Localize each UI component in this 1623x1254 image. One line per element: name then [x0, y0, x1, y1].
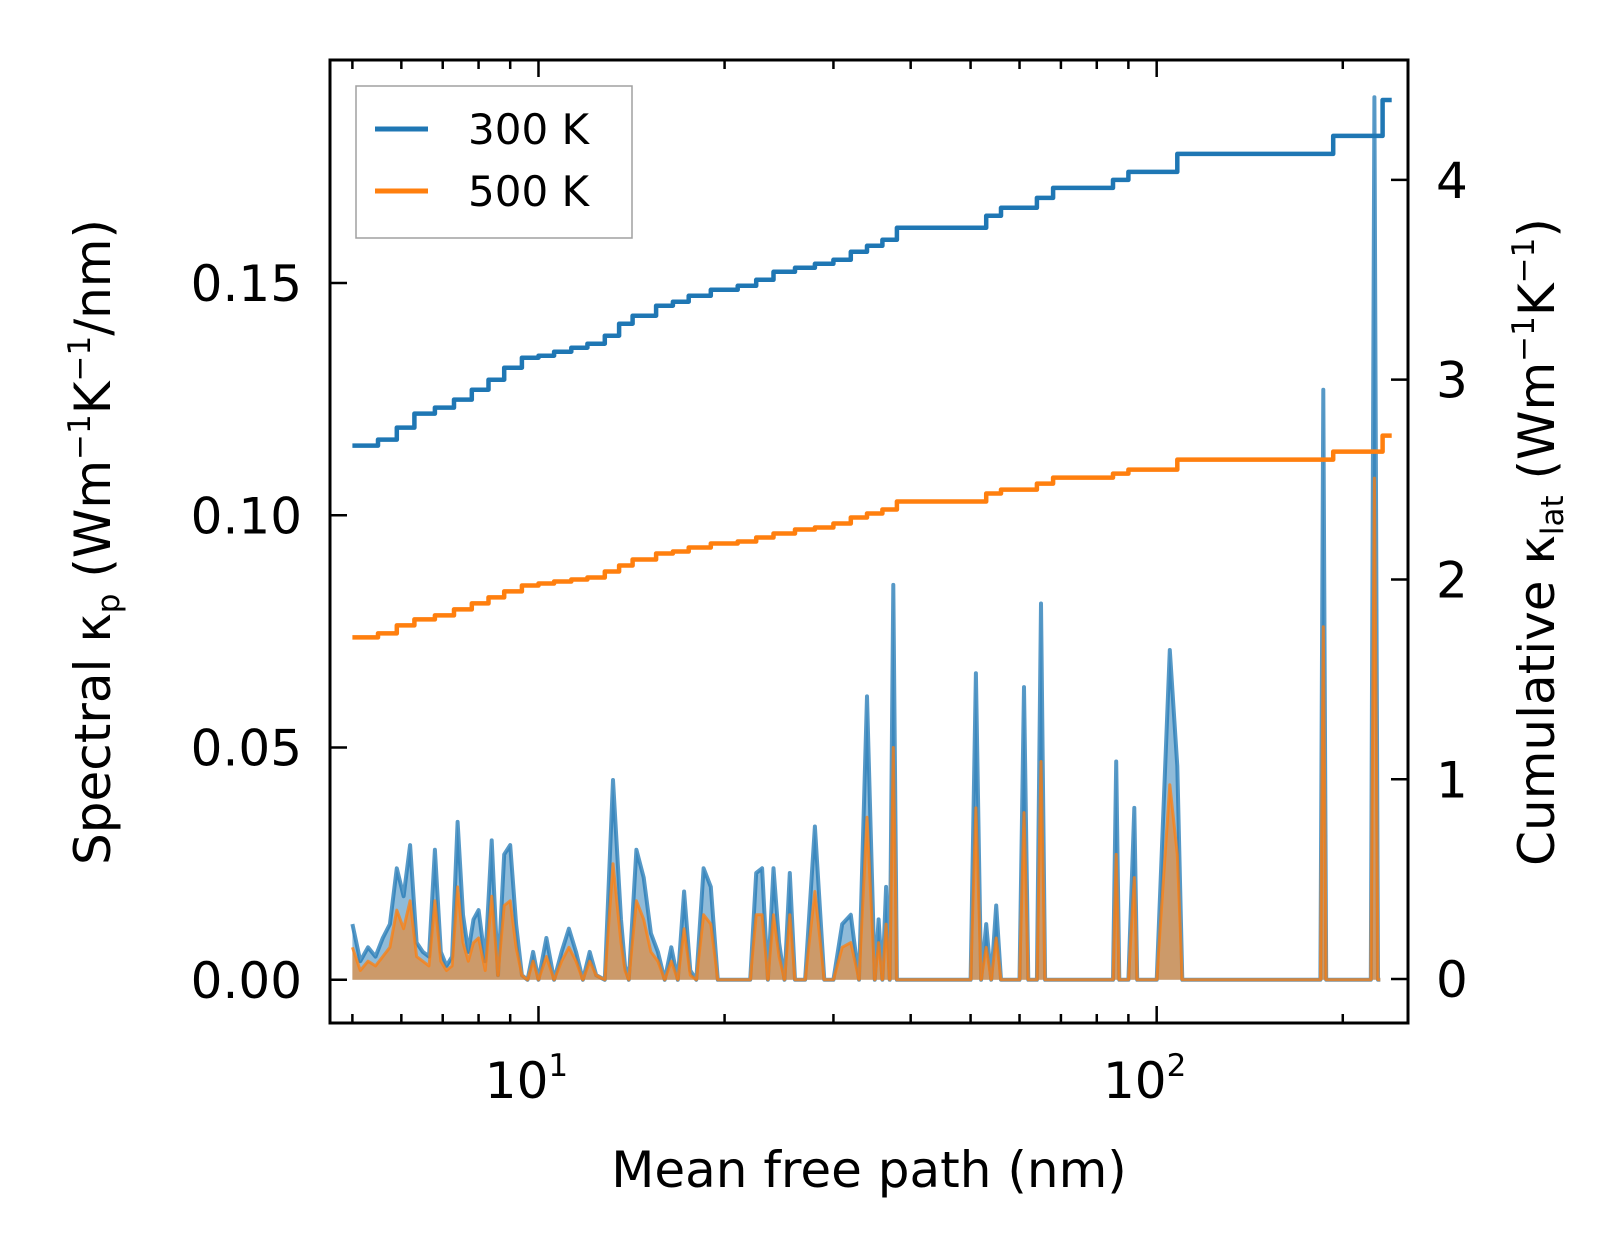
legend-box — [355, 85, 633, 239]
y-axis-right-title: Cumulative κlat (Wm−1K−1) — [1506, 218, 1571, 866]
y-right-tick-label: 1 — [1436, 751, 1468, 809]
x-axis-title: Mean free path (nm) — [611, 1141, 1127, 1199]
plot-frame — [328, 58, 1410, 1025]
spectral-line-500k — [350, 476, 1381, 982]
legend: 300 K 500 K — [355, 85, 633, 239]
y-right-tick-label: 2 — [1436, 551, 1468, 609]
y-axis-left-title: Spectral κp (Wm−1K−1/nm) — [62, 219, 127, 865]
y-right-tick-label: 0 — [1436, 951, 1468, 1009]
cumulative-layer — [352, 97, 1392, 640]
legend-label-300k: 300 K — [468, 105, 591, 154]
y-right-tick-label: 3 — [1436, 352, 1468, 410]
cumulative-line-500k — [352, 433, 1392, 640]
y-left-tick-label: 0.00 — [191, 952, 302, 1010]
legend-label-500k: 500 K — [468, 167, 591, 216]
y-left-tick-label: 0.05 — [191, 720, 302, 778]
spectral-layer — [350, 95, 1381, 982]
y-left-tick-label: 0.10 — [191, 487, 302, 545]
y-right-tick-label: 4 — [1436, 152, 1468, 210]
y-left-tick-label: 0.15 — [191, 255, 302, 313]
cumulative-line-300k — [352, 97, 1392, 448]
